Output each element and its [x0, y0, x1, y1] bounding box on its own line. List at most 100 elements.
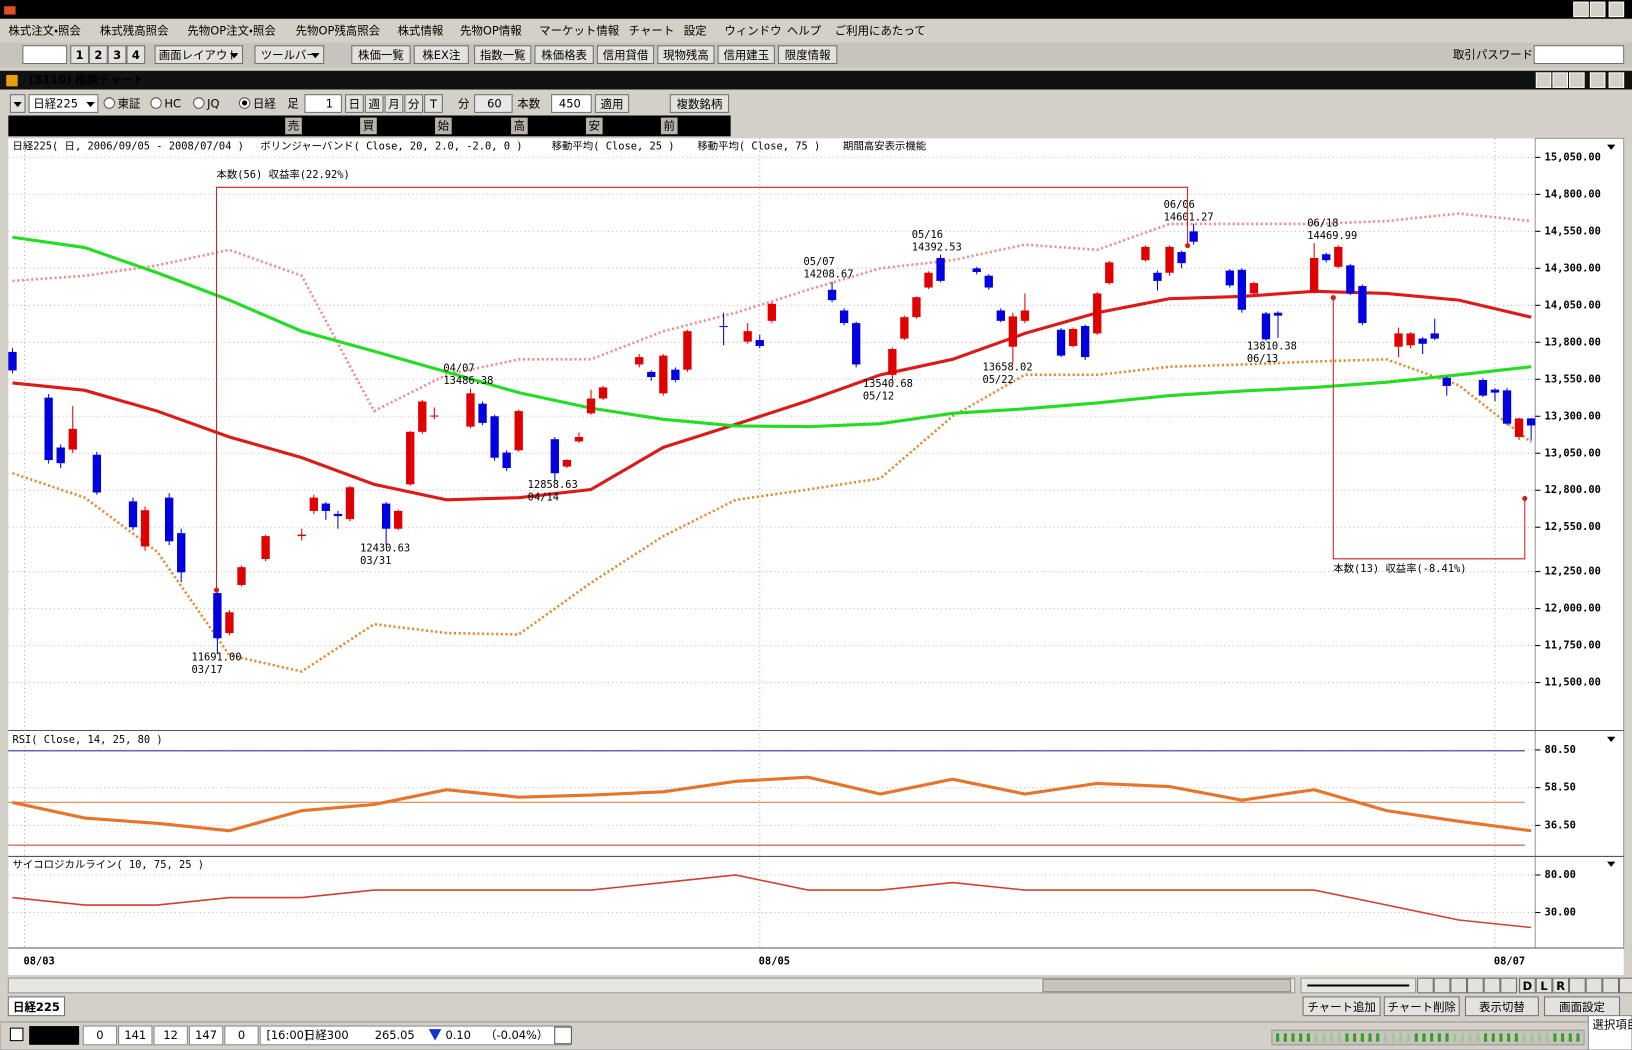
market-option[interactable]: 東証 — [118, 97, 141, 111]
toolbar-button[interactable]: 信用貸借 — [603, 48, 649, 62]
minute-value[interactable]: 60 — [487, 97, 502, 111]
dropdown-arrow[interactable] — [1607, 861, 1616, 867]
layout-tab-box[interactable] — [70, 45, 89, 64]
toolbar-button-box[interactable] — [778, 45, 838, 64]
count-input[interactable] — [551, 94, 592, 113]
radio[interactable] — [193, 97, 205, 109]
scroll-icon[interactable] — [1450, 977, 1468, 994]
menu-item[interactable]: 先物OP注文・照会 — [187, 24, 276, 38]
scroll-icon[interactable] — [1602, 977, 1619, 994]
toolbar-dropdown-box[interactable] — [254, 45, 325, 64]
menu-item[interactable]: 株式残高照会 — [100, 24, 169, 38]
period-button-box[interactable] — [384, 94, 404, 113]
scroll-icon[interactable] — [1569, 977, 1586, 994]
toolbar-button[interactable]: 限度情報 — [785, 48, 831, 62]
toolbar-button[interactable]: 株価格表 — [541, 48, 587, 62]
menu-item[interactable]: ヘルプ — [787, 24, 822, 38]
toolbar-dropdown[interactable]: 画面レイアウト — [159, 48, 239, 62]
dropdown-arrow[interactable] — [230, 53, 239, 59]
bottom-button[interactable]: チャート追加 — [1307, 1000, 1376, 1014]
status-checkbox[interactable] — [9, 1027, 24, 1042]
tab[interactable] — [7, 996, 66, 1017]
bottom-button[interactable]: チャート削除 — [1387, 1000, 1456, 1014]
status-icon[interactable] — [554, 1026, 572, 1045]
menu-item[interactable]: ウィンドウ — [724, 24, 781, 38]
toolbar-button-box[interactable] — [351, 45, 411, 64]
window-control[interactable] — [1573, 1, 1589, 18]
menu-item[interactable]: 株式情報 — [398, 24, 444, 38]
symbol-select[interactable] — [28, 94, 99, 113]
bottom-button-box[interactable] — [1464, 996, 1539, 1017]
toolbar-button[interactable]: 株価一覧 — [358, 48, 404, 62]
toolbar-button[interactable]: 信用建玉 — [723, 48, 769, 62]
menu-item[interactable]: チャート — [629, 24, 675, 38]
minute-input[interactable] — [474, 94, 513, 113]
period-button-box[interactable] — [364, 94, 384, 113]
toolbar-button[interactable]: 現物残高 — [663, 48, 709, 62]
bottom-button-box[interactable] — [1383, 996, 1460, 1017]
toolbar-button-box[interactable] — [534, 45, 594, 64]
scroll-icon[interactable] — [1417, 977, 1434, 994]
layout-tab-box[interactable] — [88, 45, 108, 64]
bottom-button[interactable]: 表示切替 — [1479, 1000, 1525, 1014]
bar-value[interactable]: 1 — [326, 97, 333, 111]
chart-window-control[interactable] — [1608, 72, 1625, 88]
period-button-box[interactable] — [345, 94, 364, 113]
toolbar-button[interactable]: 指数一覧 — [480, 48, 526, 62]
layout-tab[interactable]: 3 — [113, 48, 121, 62]
scroll-button[interactable]: R — [1556, 979, 1565, 993]
dropdown-arrow[interactable] — [311, 53, 320, 59]
scroll-icon[interactable] — [1483, 977, 1501, 994]
scrollbar[interactable] — [7, 977, 1296, 994]
bottom-button[interactable]: 画面設定 — [1559, 1000, 1605, 1014]
menu-item[interactable]: 株式注文・照会 — [8, 24, 81, 38]
menu-item[interactable]: ご利用にあたって — [835, 24, 926, 38]
tab-label[interactable]: 日経225 — [13, 1000, 60, 1014]
market-option[interactable]: HC — [164, 97, 181, 111]
scroll-icon[interactable] — [1585, 977, 1603, 994]
period-button[interactable]: 日 — [349, 97, 360, 111]
dropdown-arrow[interactable] — [1607, 144, 1616, 150]
scroll-icon[interactable] — [1433, 977, 1451, 994]
market-option[interactable]: 日経 — [253, 97, 276, 111]
period-button[interactable]: T — [429, 97, 438, 111]
toolbar-button-box[interactable] — [413, 45, 469, 64]
layout-tab[interactable]: 4 — [132, 48, 140, 62]
period-button[interactable]: 週 — [368, 97, 380, 111]
bottom-button-box[interactable] — [1544, 996, 1621, 1017]
count-value[interactable]: 450 — [559, 97, 581, 111]
bar-input[interactable] — [304, 94, 342, 113]
scroll-thumb[interactable] — [1042, 978, 1292, 993]
window-control[interactable] — [1608, 1, 1625, 18]
toolbar-button-box[interactable] — [717, 45, 775, 64]
menu-item[interactable]: 設定 — [684, 24, 707, 38]
layout-tab-box[interactable] — [126, 45, 146, 64]
chart-window-control[interactable] — [1589, 72, 1606, 88]
period-button[interactable]: 分 — [408, 97, 420, 111]
multi-button-box[interactable] — [669, 94, 730, 113]
chart-window-control[interactable] — [1535, 72, 1552, 88]
bottom-button-box[interactable] — [1302, 996, 1381, 1017]
password-input[interactable] — [1533, 45, 1625, 64]
toolbar-dropdown[interactable]: ツールバー — [261, 48, 318, 62]
period-button-box[interactable] — [424, 94, 443, 113]
radio[interactable] — [150, 97, 162, 109]
scroll-button-box[interactable] — [1519, 977, 1536, 994]
apply-button[interactable]: 適用 — [601, 97, 624, 111]
radio-dot[interactable] — [241, 100, 248, 106]
toolbar-button[interactable]: 株EX注 — [422, 48, 460, 62]
window-control[interactable] — [1589, 1, 1606, 18]
layout-tab[interactable]: 2 — [94, 48, 102, 62]
market-option[interactable]: JQ — [206, 97, 219, 111]
dropdown-arrow[interactable] — [13, 101, 22, 108]
multi-button[interactable]: 複数銘柄 — [677, 97, 723, 111]
menu-item[interactable]: 先物OP残高照会 — [296, 24, 381, 38]
scroll-icon[interactable] — [1618, 977, 1632, 994]
toolbar-dropdown-box[interactable] — [154, 45, 244, 64]
scroll-icon[interactable] — [1467, 977, 1484, 994]
symbol-select-text[interactable]: 日経225 — [33, 97, 78, 111]
scroll-button[interactable]: L — [1540, 979, 1547, 993]
menu-item[interactable]: マーケット情報 — [539, 24, 620, 38]
scroll-button[interactable]: D — [1523, 979, 1533, 993]
symbol-input[interactable] — [22, 45, 68, 64]
